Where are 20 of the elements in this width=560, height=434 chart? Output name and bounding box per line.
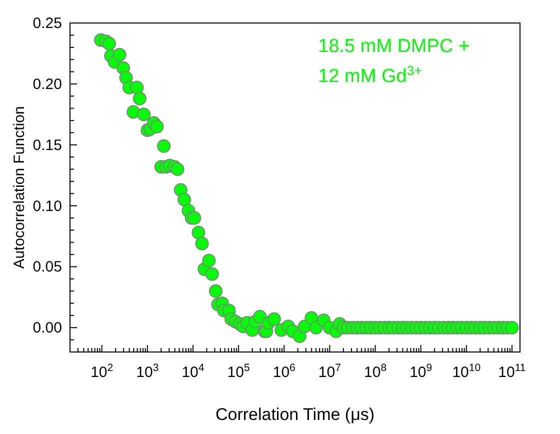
y-tick-label: 0.10: [32, 198, 62, 215]
y-tick-label: 0.20: [32, 76, 62, 93]
x-tick-label: 10$^{11}$: [498, 362, 526, 381]
x-tick-label: 10$^{10}$: [452, 362, 481, 381]
x-tick-label: 10$^{4}$: [182, 362, 204, 381]
annotation: 18.5 mM DMPC +: [318, 36, 470, 57]
y-axis-title: Autocorrelation Function: [11, 106, 28, 269]
y-tick-label: 0.25: [32, 15, 62, 32]
x-axis-title: Correlation Time (μs): [215, 405, 375, 424]
y-tick-label: 0.00: [32, 320, 62, 337]
x-tick-label: 10$^{9}$: [410, 362, 432, 381]
y-tick-label: 0.05: [32, 258, 62, 276]
x-tick-label: 10$^{2}$: [90, 362, 114, 381]
x-tick-label: 10$^{5}$: [227, 362, 250, 381]
annotation: 12 mM Gd$^{3+}$: [318, 62, 422, 87]
x-tick-label: 10$^{8}$: [364, 362, 387, 381]
y-tick-label: 0.15: [32, 136, 62, 154]
x-tick-label: 10$^{6}$: [272, 362, 296, 381]
x-tick-label: 10$^{7}$: [318, 362, 342, 381]
x-tick-label: 10$^{3}$: [136, 362, 159, 381]
